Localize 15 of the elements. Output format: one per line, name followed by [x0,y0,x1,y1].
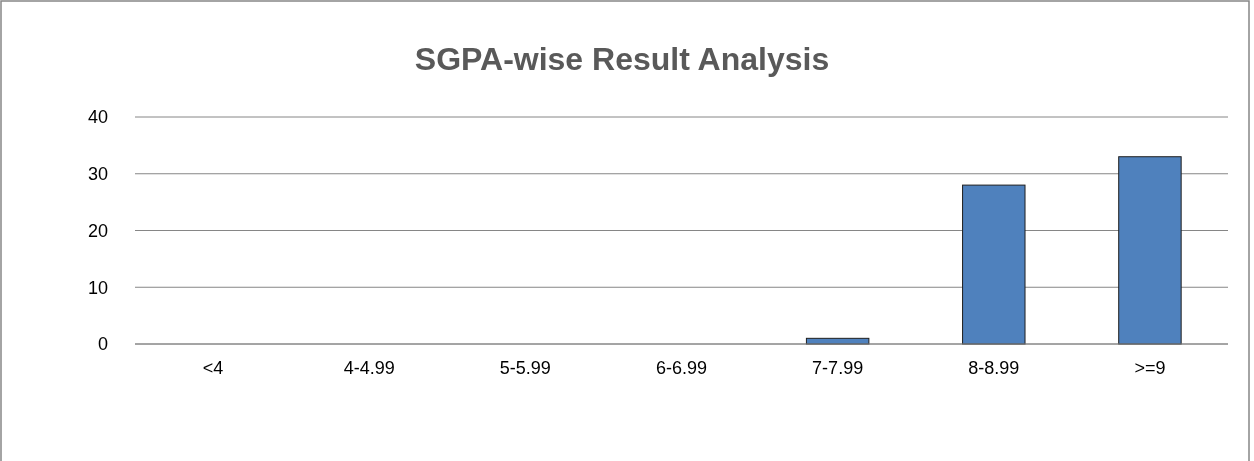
x-tick-label: 5-5.99 [499,358,551,378]
x-tick-label: 7-7.99 [812,358,864,378]
y-tick-label: 10 [87,277,108,298]
y-tick-label: 0 [97,334,108,355]
x-tick-label: 4-4.99 [343,358,395,378]
x-tick-label: >=9 [1134,358,1166,378]
bar [1118,156,1182,345]
x-tick-label: 6-6.99 [655,358,708,378]
y-tick-label: 40 [87,107,108,128]
chart-title: SGPA-wise Result Analysis [414,41,830,77]
x-tick-label: <4 [202,358,224,378]
y-tick-label: 30 [87,164,108,185]
bar [962,184,1026,345]
y-tick-label: 20 [87,220,108,241]
x-tick-label: 8-8.99 [968,358,1020,378]
